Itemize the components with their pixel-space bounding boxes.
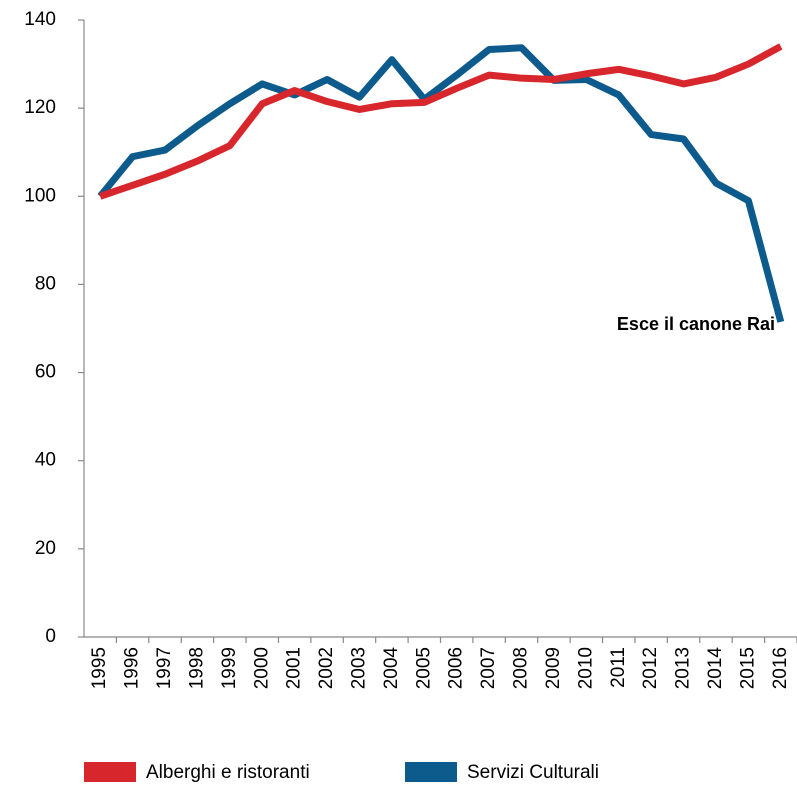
- x-tick-label: 2006: [446, 647, 467, 689]
- y-tick-label: 0: [45, 626, 56, 647]
- legend-label: Servizi Culturali: [467, 762, 599, 783]
- y-tick-label: 60: [35, 362, 56, 383]
- x-tick-label: 1996: [122, 647, 143, 689]
- x-tick-label: 1995: [89, 647, 110, 689]
- x-tick-label: 2001: [284, 647, 305, 689]
- y-tick-label: 80: [35, 273, 56, 294]
- annotation: Esce il canone Rai: [617, 314, 775, 334]
- x-tick-label: 2008: [511, 647, 532, 689]
- x-tick-label: 2011: [608, 647, 629, 688]
- x-tick-label: 1998: [186, 647, 207, 689]
- x-tick-label: 2000: [251, 647, 272, 689]
- legend-swatch: [84, 762, 136, 782]
- x-tick-label: 2004: [381, 647, 402, 690]
- legend-swatch: [405, 762, 457, 782]
- x-tick-label: 2015: [737, 647, 758, 689]
- x-tick-label: 2014: [705, 647, 726, 690]
- x-tick-label: 1999: [219, 647, 240, 689]
- line-series: [99, 43, 783, 200]
- y-tick-label: 20: [35, 538, 56, 559]
- x-tick-label: 2012: [640, 647, 661, 689]
- line-series: [97, 44, 785, 323]
- y-tick-label: 100: [24, 185, 56, 206]
- x-tick-label: 1997: [154, 647, 175, 689]
- x-tick-label: 2009: [543, 647, 564, 689]
- y-tick-label: 40: [35, 450, 56, 471]
- x-tick-label: 2007: [478, 647, 499, 689]
- y-tick-label: 120: [24, 97, 56, 118]
- x-tick-label: 2013: [673, 647, 694, 689]
- x-tick-label: 2002: [316, 647, 337, 689]
- x-tick-label: 2016: [770, 647, 791, 689]
- x-tick-label: 2003: [348, 647, 369, 689]
- y-tick-label: 140: [24, 9, 56, 30]
- legend-label: Alberghi e ristoranti: [146, 762, 310, 783]
- x-tick-label: 2005: [413, 647, 434, 689]
- x-tick-label: 2010: [575, 647, 596, 689]
